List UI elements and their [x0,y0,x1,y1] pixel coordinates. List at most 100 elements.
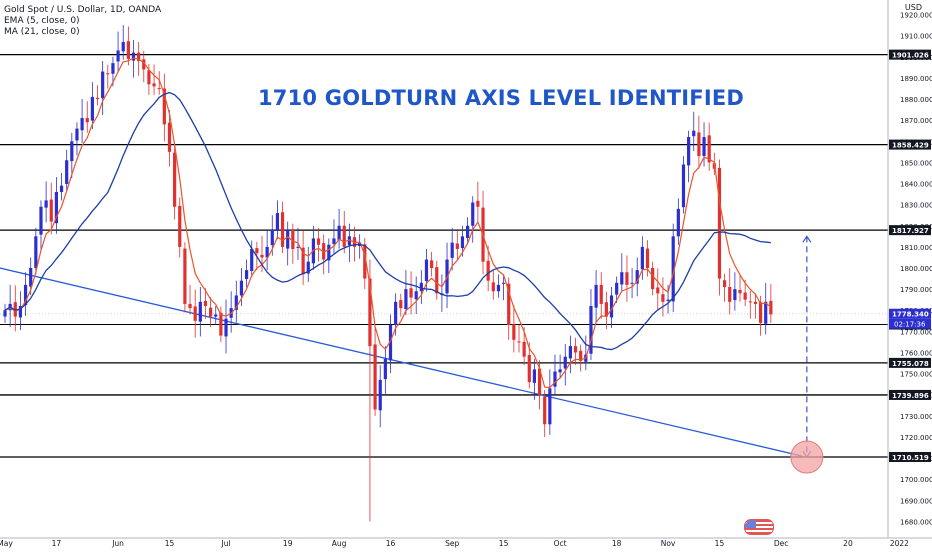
candle-body [131,52,136,61]
candle-body [430,260,434,268]
x-tick-label: May [0,539,13,548]
candle-body [404,289,408,309]
candle-body [142,59,146,70]
price-label-box [889,225,931,236]
y-tick-label: 1720.000 [900,434,932,442]
ema-legend[interactable]: EMA (5, close, 0) [4,16,80,26]
candle-body [368,278,372,347]
candle-body [558,369,562,373]
candle-body [399,300,403,309]
y-tick-label: 1770.000 [900,328,932,336]
y-tick-label: 1910.000 [900,33,932,41]
candle-body [553,371,557,387]
price-label-text: 1755.078 [892,360,929,368]
candle-body [486,260,490,281]
candle-body [743,292,747,300]
candle-body [620,272,624,285]
ma-line [4,91,771,351]
x-tick-label: 15 [165,539,175,548]
candle-body [625,272,629,285]
y-tick-label: 1800.000 [900,265,932,273]
candle-body [260,254,264,258]
candle-body [198,301,202,322]
y-tick-label: 1880.000 [900,96,932,104]
candle-body [543,396,547,425]
candle-body [522,341,526,357]
candle-body [95,97,100,100]
x-tick-label: 19 [283,539,293,548]
candle-body [286,229,290,249]
candle-body [466,225,470,239]
candle-body [85,118,89,123]
candle-body [121,42,125,52]
candle-body [244,270,249,279]
y-tick-label: 1680.000 [900,518,932,526]
candle-body [707,135,711,163]
candle-body [476,200,480,207]
candle-body [769,300,773,315]
time-axis: May 17 Jun 15 Jul 19 Aug 16 Sep 15 Oct 18 Nov 15 Dec 20… [0,537,932,548]
x-tick-label: Dec [774,539,789,548]
price-label-text: 1817.927 [892,227,929,235]
candle-body [167,122,172,152]
candle-body [291,229,295,249]
candle-body [589,306,593,354]
candle-body [764,301,768,324]
x-tick-label: 15 [715,539,725,548]
candle-body [599,284,603,304]
candle-body [758,302,763,323]
y-tick-label: 1870.000 [900,117,932,125]
candle-body [13,302,17,317]
candle-body [661,294,665,302]
candle-body [450,242,454,258]
candle-body [414,291,418,300]
price-label-text: 1739.896 [892,392,929,400]
y-tick-label: 1730.000 [900,413,932,421]
candle-body [193,306,197,321]
candle-body [301,247,305,275]
candle-body [209,307,213,317]
price-label-text: 1710.519 [892,454,929,462]
candle-body [671,236,675,302]
candle-body [666,299,670,301]
candle-body [676,208,680,237]
x-tick-label: Jul [220,539,230,548]
x-tick-label: Jun [111,539,124,548]
y-tick-label: 1850.000 [900,159,932,167]
candle-body [34,236,38,268]
candle-body [203,300,208,307]
x-tick-label: 20 [843,539,853,548]
candle-body [568,346,572,359]
candle-body [373,344,377,410]
price-axis: 1680.0001690.0001700.0001710.0001720.000… [887,0,932,538]
price-label-text: 1901.026 [892,52,929,60]
candle-body [80,118,84,131]
candle-body [178,205,182,247]
candle-body [347,236,351,246]
candle-body [491,282,495,292]
candle-body [419,282,423,292]
x-tick-label: Aug [332,539,347,548]
candle-body [183,248,187,304]
candle-body [615,282,619,295]
candle-body [748,301,752,303]
x-tick-label: Nov [661,539,676,548]
candle-body [645,248,650,268]
candle-body [378,379,382,411]
arrow-head-up [802,235,812,243]
candle-body [137,52,141,62]
target-circle [790,440,824,474]
candle-body [435,267,439,294]
candle-body [738,289,742,294]
candle-body [316,238,321,245]
candle-body [687,137,691,166]
candle-body [75,128,79,141]
ma-legend[interactable]: MA (21, close, 0) [4,27,80,37]
candle-body [702,137,706,157]
x-tick-label: 2022 [890,539,909,548]
x-tick-label: Sep [445,539,459,548]
us-flag-icon [744,519,774,535]
price-label-text: 1778.340 [892,311,929,319]
